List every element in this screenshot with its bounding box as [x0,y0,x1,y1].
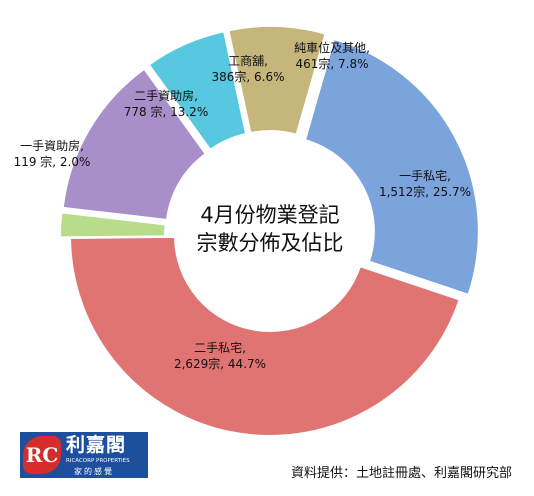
slice-label-name-6: 純車位及其他, [294,40,370,55]
slice-4 [61,67,208,222]
chart-title-line-1: 4月份物業登記 [200,203,339,227]
slice-label-name-4: 二手資助房, [134,88,198,103]
slice-label-name-3: 一手資助房, [20,138,84,153]
slice-label-value-1: 1,512宗, 25.7% [379,184,471,199]
slice-1 [303,37,480,297]
slice-label-value-6: 461宗, 7.8% [295,56,368,71]
logo-mark: RC [23,436,61,474]
slice-label-name-1: 一手私宅, [399,168,451,183]
slice-6 [227,25,327,136]
slice-label-value-4: 778 宗, 13.2% [124,104,208,119]
logo-tagline: 家的感覺 [74,467,114,476]
logo-name: 利嘉閣 [66,434,127,456]
slice-5 [147,30,248,152]
slice-label-name-2: 二手私宅, [194,340,246,355]
slice-label-value-3: 119 宗, 2.0% [14,154,91,169]
logo-english: RICACORP PROPERTIES [66,458,130,464]
ricacorp-logo: RC 利嘉閣 RICACORP PROPERTIES 家的感覺 [20,432,148,478]
chart-title-line-2: 宗數分佈及佔比 [197,231,344,255]
slice-label-name-5: 工商舖, [228,53,268,68]
slice-label-value-5: 386宗, 6.6% [211,69,284,84]
slice-2 [68,235,461,437]
slice-3 [59,211,167,239]
data-source-note: 資料提供：土地註冊處、利嘉閣研究部 [290,466,512,481]
slice-label-value-2: 2,629宗, 44.7% [174,356,266,371]
